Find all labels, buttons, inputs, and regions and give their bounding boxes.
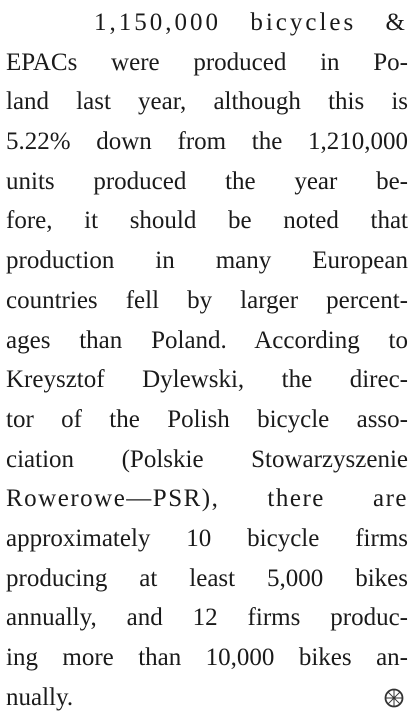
text-line: ing more than 10,000 bikes an-	[6, 644, 408, 671]
text-line: 5.22% down from the 1,210,000	[6, 128, 408, 156]
text-line: ages than Poland. According to	[6, 326, 408, 354]
text-line: Kreysztof Dylewski, the direc-	[6, 366, 408, 394]
text-line: annually, and 12 firms produc-	[6, 604, 408, 632]
text-line: fore, it should be noted that	[6, 207, 408, 235]
end-mark-icon	[384, 688, 404, 708]
text-line: land last year, although this is	[6, 88, 408, 116]
text-line: producing at least 5,000 bikes	[6, 564, 408, 592]
text-line: ciation (Polskie Stowarzyszenie	[6, 445, 408, 473]
text-line: nually.	[6, 683, 74, 711]
text-line: 1,150,000 bicycles &	[94, 9, 408, 36]
text-line: Rowerowe—PSR), there are	[6, 485, 408, 513]
text-line: countries fell by larger percent-	[6, 286, 408, 314]
text-line: tor of the Polish bicycle asso-	[6, 405, 408, 433]
text-line: production in many European	[6, 247, 408, 275]
text-line: approximately 10 bicycle firms	[6, 524, 408, 552]
text-line: units produced the year be-	[6, 167, 408, 195]
paragraph: 1,150,000 bicycles & EPACs were produced …	[6, 3, 408, 717]
text-line: EPACs were produced in Po-	[6, 48, 408, 76]
